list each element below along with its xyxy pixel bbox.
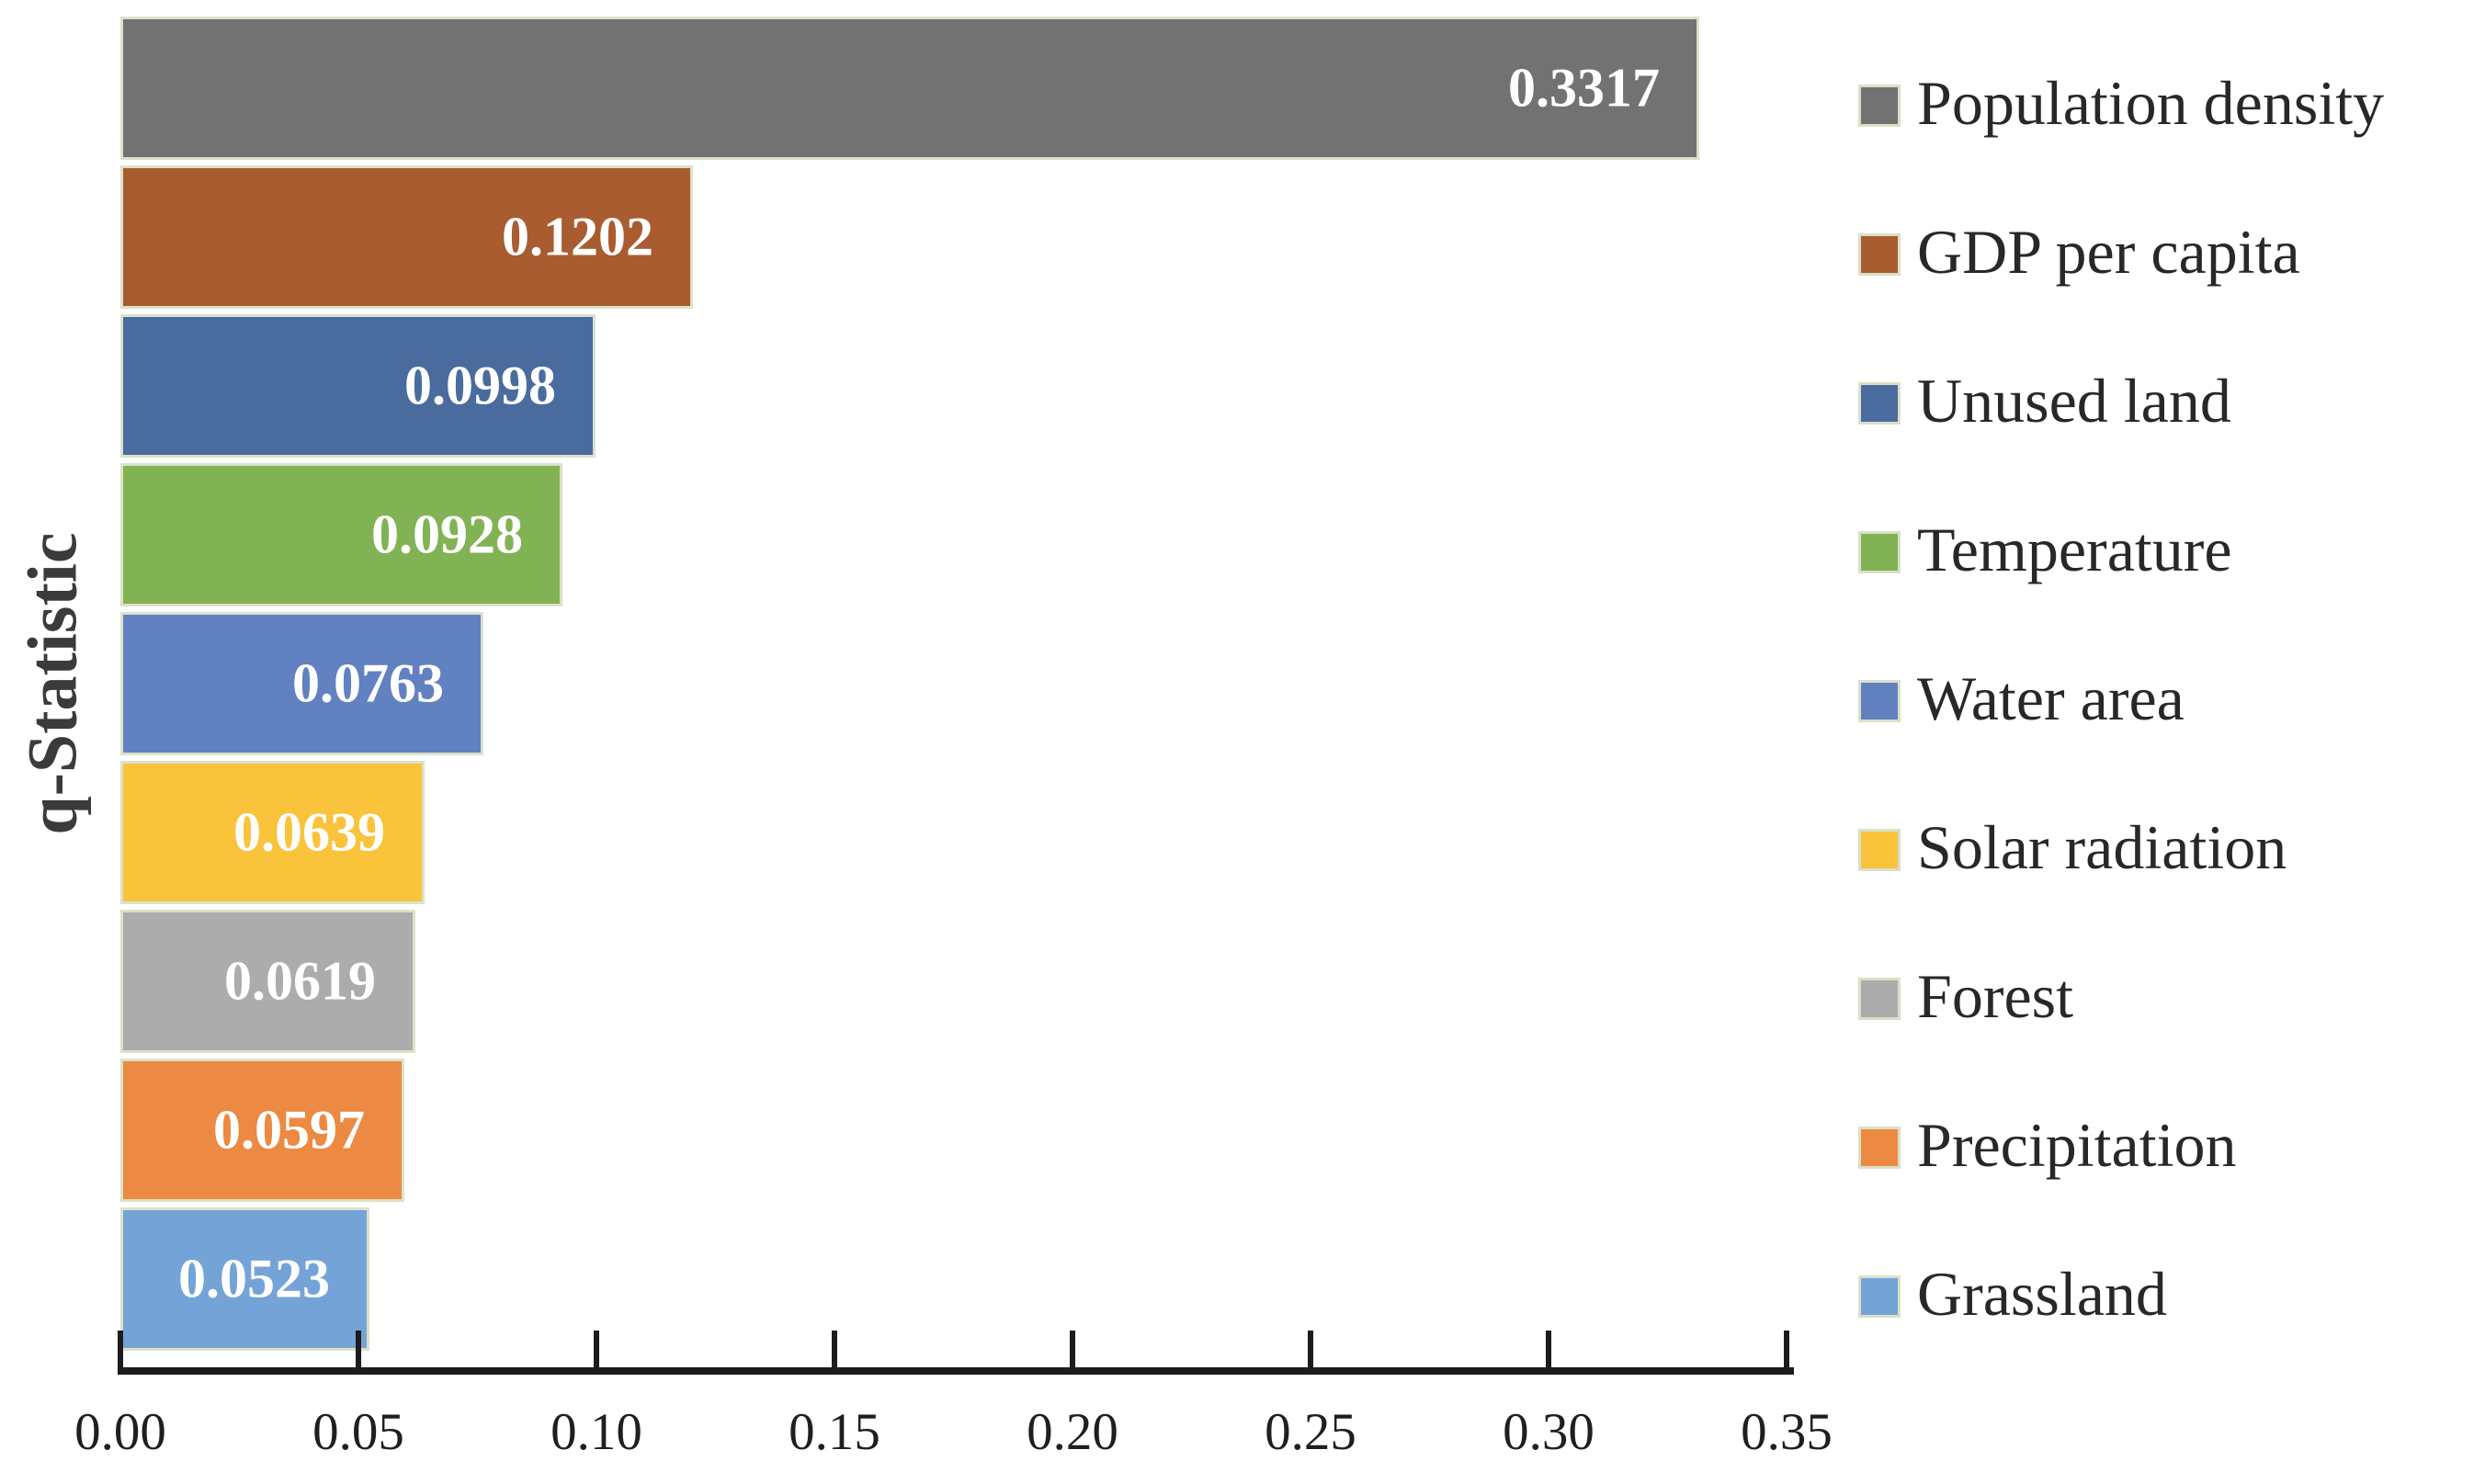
bar: 0.0928 [120,463,562,606]
x-tick-label: 0.20 [1027,1403,1118,1461]
bar-value-label: 0.3317 [1508,57,1660,119]
legend-label: Population density [1917,68,2385,138]
legend-item: Forest [1858,924,2465,1073]
legend-swatch-icon [1858,85,1901,127]
bar-value-label: 0.0523 [178,1248,330,1309]
bar-value-label: 0.0763 [292,652,444,714]
plot-area: 0.3317 0.1202 0.0998 0.0928 0.0763 0.063… [120,14,1787,1354]
legend-item: Grassland [1858,1222,2465,1371]
legend-swatch-icon [1858,382,1901,425]
x-tick-label: 0.15 [789,1403,880,1461]
bar-value-label: 0.0619 [224,950,376,1012]
x-tick-label: 0.30 [1503,1403,1594,1461]
bar-value-label: 0.0639 [233,801,385,863]
legend-item: GDP per capita [1858,180,2465,329]
legend-label: Grassland [1917,1259,2167,1329]
x-tick-mark [356,1331,361,1367]
legend-label: Water area [1917,663,2185,733]
x-tick-mark [1308,1331,1313,1367]
x-tick-label: 0.00 [74,1403,166,1461]
x-tick-mark [1546,1331,1551,1367]
x-tick-mark [832,1331,837,1367]
bar: 0.0619 [120,910,415,1053]
x-tick-mark [1784,1331,1789,1367]
legend-item: Temperature [1858,478,2465,627]
x-tick-mark [594,1331,599,1367]
bar-value-label: 0.0928 [371,504,523,565]
bar: 0.3317 [120,17,1699,160]
legend-label: Forest [1917,961,2073,1031]
legend: Population density GDP per capita Unused… [1858,31,2465,1371]
legend-item: Precipitation [1858,1073,2465,1222]
bar: 0.0523 [120,1207,369,1351]
legend-swatch-icon [1858,1127,1901,1169]
bar-value-label: 0.1202 [502,206,653,267]
bar-row: 0.0523 [120,1205,1787,1354]
bar: 0.0998 [120,314,596,458]
bar-row: 0.0998 [120,312,1787,460]
legend-swatch-icon [1858,531,1901,573]
bar: 0.0639 [120,761,425,904]
bar-value-label: 0.0597 [213,1099,365,1161]
bar-row: 0.3317 [120,14,1787,163]
legend-label: Temperature [1917,515,2232,584]
legend-swatch-icon [1858,1275,1901,1318]
legend-item: Water area [1858,627,2465,776]
bar-row: 0.0597 [120,1056,1787,1205]
bar-row: 0.0763 [120,609,1787,758]
bar: 0.1202 [120,165,693,309]
x-tick-label: 0.05 [312,1403,404,1461]
legend-swatch-icon [1858,829,1901,871]
legend-label: Solar radiation [1917,812,2287,882]
bar-row: 0.0928 [120,460,1787,609]
bar-row: 0.0639 [120,758,1787,907]
legend-swatch-icon [1858,233,1901,276]
bar-row: 0.1202 [120,163,1787,312]
legend-item: Solar radiation [1858,776,2465,924]
legend-swatch-icon [1858,978,1901,1020]
bar: 0.0597 [120,1059,404,1202]
y-axis-title: q-Statistic [14,532,92,835]
legend-label: Precipitation [1917,1110,2237,1180]
x-tick-mark [118,1331,123,1367]
x-axis-line [118,1367,1794,1375]
bar-row: 0.0619 [120,907,1787,1056]
legend-label: Unused land [1917,366,2231,436]
legend-item: Unused land [1858,329,2465,478]
bar: 0.0763 [120,612,483,755]
x-tick-mark [1070,1331,1075,1367]
x-tick-label: 0.25 [1265,1403,1356,1461]
legend-label: GDP per capita [1917,217,2300,287]
x-tick-label: 0.35 [1741,1403,1833,1461]
bar-value-label: 0.0998 [404,355,556,416]
legend-item: Population density [1858,31,2465,180]
legend-swatch-icon [1858,680,1901,722]
x-tick-label: 0.10 [550,1403,642,1461]
